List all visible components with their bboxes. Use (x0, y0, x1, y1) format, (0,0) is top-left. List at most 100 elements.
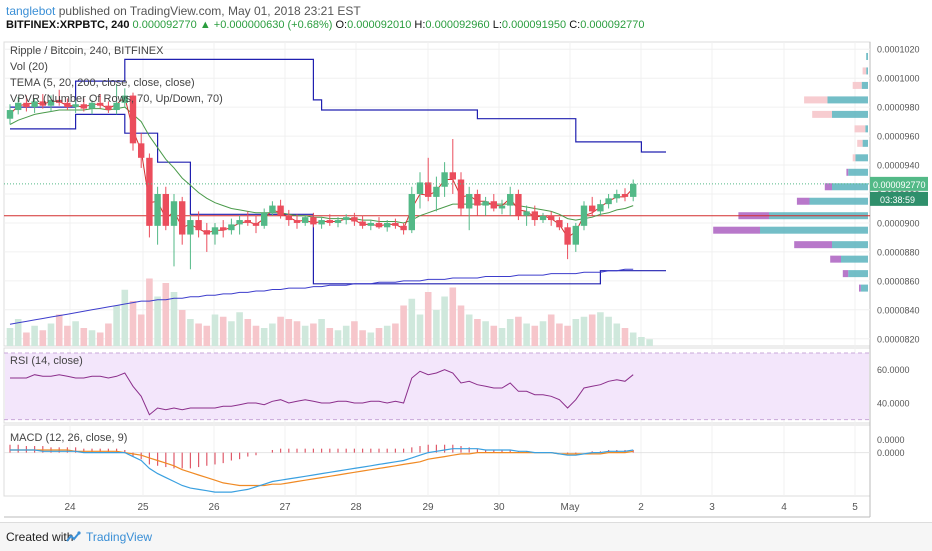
candle-body (162, 194, 169, 226)
candle-body (244, 220, 251, 223)
tradingview-logo-icon[interactable] (66, 530, 82, 548)
volume-bar (228, 321, 235, 346)
vpvr-bar-down (830, 255, 841, 263)
footer-bar: Created with TradingView (0, 522, 932, 551)
rsi-band (5, 353, 869, 420)
candle-body (498, 205, 506, 209)
candle-body (531, 211, 538, 221)
vpvr-bar-up (827, 96, 868, 104)
candle-body (302, 217, 309, 223)
candle-body (105, 105, 112, 111)
volume-bar (424, 292, 432, 346)
candle-body (449, 172, 456, 180)
author-link[interactable]: tanglebot (6, 4, 56, 18)
vpvr-bar-up (760, 226, 868, 234)
candle-body (605, 198, 612, 205)
publish-info: tanglebot published on TradingView.com, … (6, 4, 361, 18)
volume-bar (211, 314, 219, 346)
volume-bar (277, 316, 284, 346)
volume-bar (6, 328, 14, 346)
last-price-tag-label: 0.000092770 (873, 180, 926, 190)
volume-bar (351, 321, 358, 346)
candle-body (580, 205, 588, 226)
volume-bar (531, 325, 539, 346)
candle-body (613, 194, 620, 199)
channel-upper-line (10, 58, 666, 153)
candle-body (146, 157, 153, 226)
volume-bar (441, 296, 448, 346)
tradingview-link[interactable]: TradingView (86, 530, 153, 544)
y-tick-label: 0.0000960 (877, 132, 920, 142)
tema-long-line (9, 268, 634, 325)
volume-bar (195, 323, 202, 346)
volume-bar (64, 325, 71, 346)
candle-body (236, 220, 243, 225)
volume-bar (310, 323, 317, 346)
ohlc-bar: BITFINEX:XRPBTC, 240 0.000092770 ▲ +0.00… (6, 19, 644, 31)
candle-body (179, 201, 186, 235)
volume-bar (23, 332, 30, 346)
volume-bar (621, 328, 629, 346)
volume-bar (646, 339, 653, 346)
legend-vpvr[interactable]: VPVR (Number Of Rows, 70, Up/Down, 70) (10, 93, 223, 105)
volume-bar (129, 301, 137, 346)
volume-bar (482, 321, 489, 346)
vpvr-bar-up (841, 255, 868, 263)
volume-bar (629, 332, 637, 346)
volume-bar (154, 296, 161, 346)
x-tick-label: 3 (709, 502, 715, 513)
candle-body (441, 172, 448, 187)
volume-bar (457, 305, 465, 346)
volume-bar (523, 323, 530, 346)
candle-body (457, 179, 465, 209)
candle-body (56, 99, 63, 103)
y-tick-label: 0.0001020 (877, 45, 920, 55)
candle-body (548, 215, 555, 221)
candle-body (466, 194, 473, 209)
volume-bar (31, 325, 38, 346)
candle-body (384, 222, 391, 228)
candle-body (318, 220, 325, 225)
volume-bar (580, 316, 588, 346)
channel-lower-line (10, 113, 666, 285)
volume-bar (326, 328, 334, 346)
macd-y-tick: 0.0000 (877, 435, 905, 445)
vpvr-bar-up (865, 125, 868, 133)
volume-bar (146, 278, 153, 346)
candle-body (211, 227, 219, 235)
vpvr-bar-up (832, 183, 868, 191)
vpvr-bar-up (848, 270, 868, 278)
x-tick-label: 27 (279, 502, 291, 513)
vpvr-bar-up (862, 139, 868, 147)
candle-body (523, 211, 530, 216)
volume-bar (498, 328, 506, 346)
volume-bar (416, 314, 424, 346)
vpvr-bar-down (852, 154, 856, 162)
rsi-y-tick: 40.0000 (877, 399, 910, 409)
candle-body (515, 194, 522, 216)
candle-body (195, 220, 202, 231)
candle-body (113, 102, 120, 111)
legend-tema[interactable]: TEMA (5, 20, 200, close, close, close) (10, 77, 195, 89)
legend-volume[interactable]: Vol (20) (10, 61, 48, 73)
vpvr-bar-down (812, 110, 832, 118)
candle-body (187, 220, 194, 235)
legend-macd[interactable]: MACD (12, 26, close, 9) (10, 432, 128, 444)
volume-bar (515, 316, 522, 346)
candle-body (170, 201, 178, 226)
vpvr-bar-down (842, 270, 849, 278)
candle-body (621, 194, 629, 197)
close-value: 0.000092770 (580, 19, 645, 31)
volume-bar (400, 305, 407, 346)
volume-bar (564, 325, 571, 346)
volume-bar (383, 325, 391, 346)
vpvr-bar-down (846, 168, 849, 176)
candle-body (138, 143, 145, 158)
rsi-line (10, 369, 634, 416)
legend-rsi[interactable]: RSI (14, close) (10, 355, 83, 367)
candle-body (15, 102, 22, 111)
candle-body (121, 95, 128, 103)
tema-short-line (9, 96, 634, 239)
low-value: 0.000091950 (501, 19, 567, 31)
